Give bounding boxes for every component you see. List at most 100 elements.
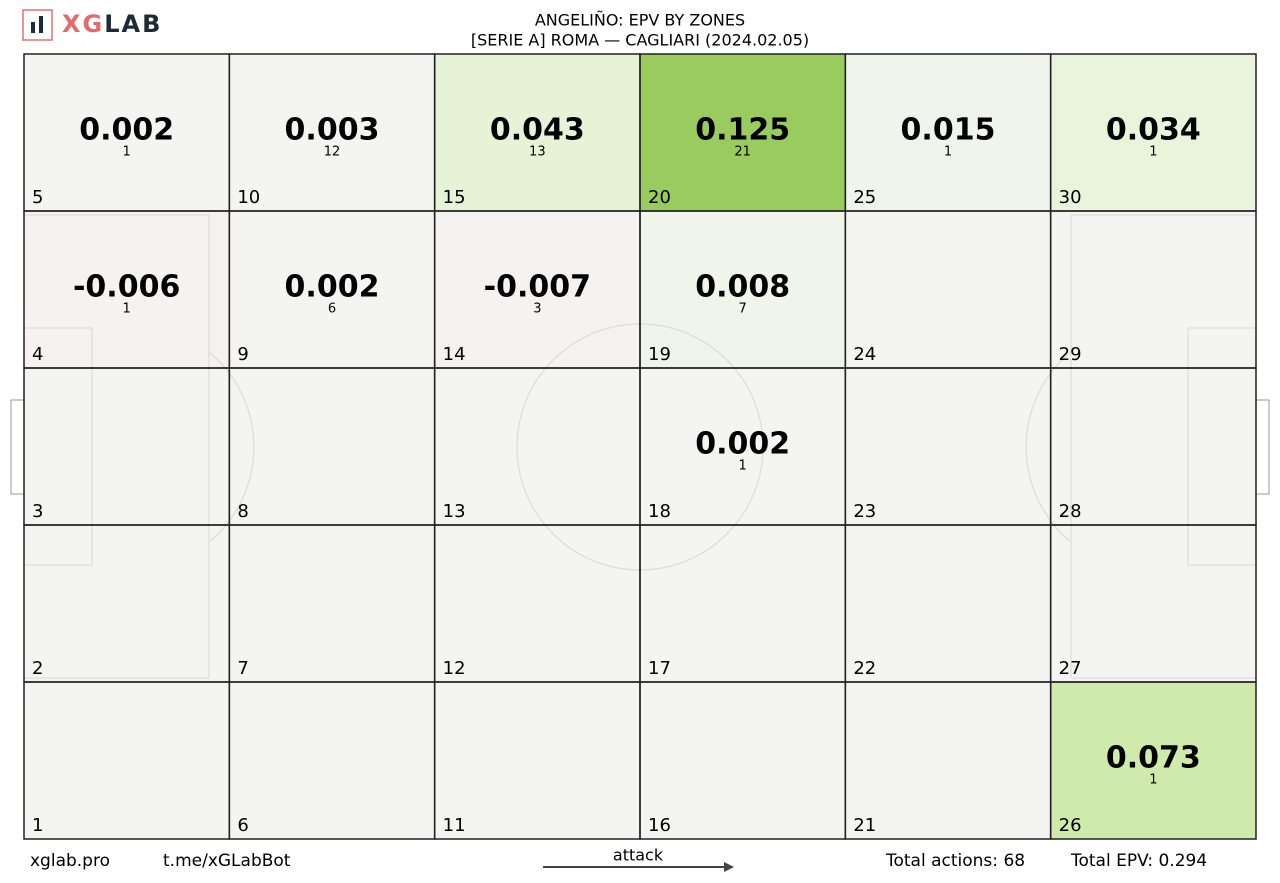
zone-number: 24 [853, 344, 876, 365]
zone-count: 1 [944, 145, 952, 160]
zone-value: 0.015 [901, 113, 996, 148]
zone-number: 21 [853, 815, 876, 836]
zone-count: 6 [328, 302, 336, 317]
zone-value: 0.125 [695, 113, 790, 148]
zone-number: 11 [443, 815, 466, 836]
zone-number: 10 [237, 187, 260, 208]
zone-cell [845, 368, 1051, 525]
zone-count: 3 [533, 302, 541, 317]
zone-border [1049, 681, 1257, 840]
zone-cell [640, 211, 846, 368]
logo-box [22, 9, 53, 41]
zone-count: 1 [1149, 773, 1157, 788]
zone-cell [1050, 525, 1256, 682]
zone-number: 19 [648, 344, 671, 365]
chart-subtitle: [SERIE A] ROMA — CAGLIARI (2024.02.05) [471, 31, 809, 50]
zone-cell [640, 54, 846, 211]
zones [24, 54, 1256, 839]
zone-value: 0.073 [1106, 741, 1201, 776]
logo-bar [39, 16, 43, 33]
zone-number: 26 [1059, 815, 1082, 836]
zone-count: 1 [123, 302, 131, 317]
total-epv-value: 0.294 [1158, 851, 1207, 871]
zone-number: 4 [32, 344, 43, 365]
zone-cell [229, 682, 435, 839]
zone-cell [24, 211, 230, 368]
zone-number: 27 [1059, 658, 1082, 679]
zone-number: 5 [32, 187, 43, 208]
zone-cell [845, 525, 1051, 682]
zone-value: 0.002 [695, 427, 790, 462]
logo-text: XGLAB [62, 10, 162, 38]
zone-number: 8 [237, 501, 248, 522]
zone-number: 20 [648, 187, 671, 208]
zone-number: 23 [853, 501, 876, 522]
zone-cell [24, 368, 230, 525]
zone-cell [1050, 211, 1256, 368]
zone-cell [1050, 54, 1256, 211]
zone-value: -0.006 [73, 270, 180, 305]
zone-count: 7 [739, 302, 747, 317]
zone-number: 16 [648, 815, 671, 836]
zone-number: 22 [853, 658, 876, 679]
zone-number: 28 [1059, 501, 1082, 522]
zone-number: 2 [32, 658, 43, 679]
zone-number: 12 [443, 658, 466, 679]
bot-link: t.me/xGLabBot [163, 851, 291, 871]
total-epv-label: Total EPV: [1070, 851, 1153, 871]
zone-value: 0.008 [695, 270, 790, 305]
zone-number: 15 [443, 187, 466, 208]
zone-cell [24, 682, 230, 839]
zone-cell [434, 211, 640, 368]
zone-cell [229, 211, 435, 368]
logo-part: XG [62, 10, 104, 38]
zone-count: 1 [123, 145, 131, 160]
zone-value: 0.034 [1106, 113, 1201, 148]
site-link: xglab.pro [30, 851, 110, 871]
total-epv: Total EPV: 0.294 [1070, 851, 1207, 871]
zone-labels: 50.0021100.00312150.04313200.12521250.01… [23, 53, 1257, 840]
zone-cell [640, 368, 846, 525]
zone-number: 6 [237, 815, 248, 836]
zone-cell [1050, 368, 1256, 525]
zone-cell [640, 525, 846, 682]
zone-cell [845, 211, 1051, 368]
zone-count: 21 [734, 145, 751, 160]
total-actions: Total actions: 68 [885, 851, 1025, 871]
zone-value: 0.043 [490, 113, 585, 148]
zone-cell [229, 525, 435, 682]
zone-value: 0.003 [285, 113, 380, 148]
zone-number: 13 [443, 501, 466, 522]
zone-cell [434, 525, 640, 682]
zone-cell [24, 525, 230, 682]
zone-number: 29 [1059, 344, 1082, 365]
goal [10, 399, 25, 495]
logo: XGLAB [22, 9, 162, 41]
zone-number: 3 [32, 501, 43, 522]
zone-count: 12 [324, 145, 341, 160]
zone-count: 1 [739, 459, 747, 474]
zone-cell [1050, 682, 1256, 839]
zone-cell [229, 368, 435, 525]
zone-number: 9 [237, 344, 248, 365]
zone-cell [24, 54, 230, 211]
zone-cell [845, 54, 1051, 211]
zone-cell [434, 54, 640, 211]
zone-number: 18 [648, 501, 671, 522]
zone-number: 30 [1059, 187, 1082, 208]
total-actions-label: Total actions: [885, 851, 998, 871]
zone-number: 7 [237, 658, 248, 679]
zone-count: 1 [1149, 145, 1157, 160]
zone-cell [229, 54, 435, 211]
zone-value: 0.002 [79, 113, 174, 148]
logo-bar [31, 22, 35, 33]
zone-cell [845, 682, 1051, 839]
zone-number: 1 [32, 815, 43, 836]
zone-cell [434, 682, 640, 839]
zone-cell [434, 368, 640, 525]
goal [1255, 399, 1270, 495]
chart-title: ANGELIÑO: EPV BY ZONES [535, 11, 745, 30]
zone-value: 0.002 [285, 270, 380, 305]
zone-cell [640, 682, 846, 839]
